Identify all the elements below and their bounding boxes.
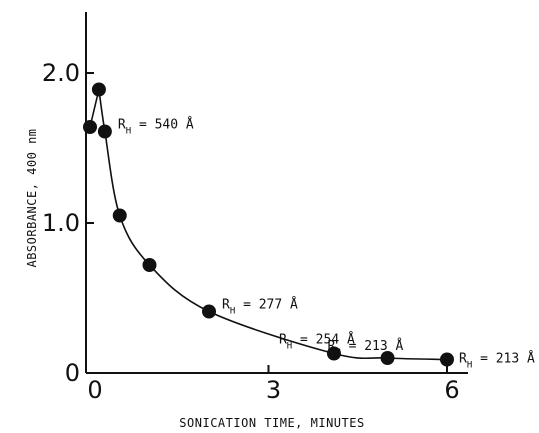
y-tick-label: 1.0 xyxy=(42,209,80,237)
x-tick-label: 3 xyxy=(266,376,281,404)
data-point xyxy=(91,82,106,97)
y-tick-label: 2.0 xyxy=(42,59,80,87)
data-point xyxy=(83,120,97,134)
data-point xyxy=(440,352,454,367)
data-points xyxy=(83,82,454,367)
data-point xyxy=(97,124,112,139)
x-ticks: 0 3 6 xyxy=(87,365,460,404)
x-axis-label: SONICATION TIME, MINUTES xyxy=(179,416,364,430)
hydrodynamic-radius-label: RH = 540 Å xyxy=(118,117,194,137)
y-tick-label: 0 xyxy=(65,359,80,387)
y-axis-label: ABSORBANCE, 400 nm xyxy=(25,128,39,267)
hydrodynamic-radius-label: RH = 254 Å xyxy=(279,332,355,352)
data-point xyxy=(380,351,395,365)
hydrodynamic-radius-label: RH = 213 Å xyxy=(459,351,535,371)
hydrodynamic-radius-label: RH = 213 Å xyxy=(328,338,404,358)
x-tick-label: 6 xyxy=(444,376,459,404)
hydrodynamic-radius-label: RH = 277 Å xyxy=(222,297,298,317)
y-ticks: 0 1.0 2.0 xyxy=(42,59,94,387)
data-point xyxy=(326,346,341,361)
data-point xyxy=(142,258,157,272)
axes xyxy=(85,12,468,374)
data-point xyxy=(112,208,127,223)
x-tick-label: 0 xyxy=(87,376,102,404)
annotations: RH = 540 ÅRH = 277 ÅRH = 254 ÅRH = 213 Å… xyxy=(118,117,535,371)
data-point xyxy=(202,304,216,319)
